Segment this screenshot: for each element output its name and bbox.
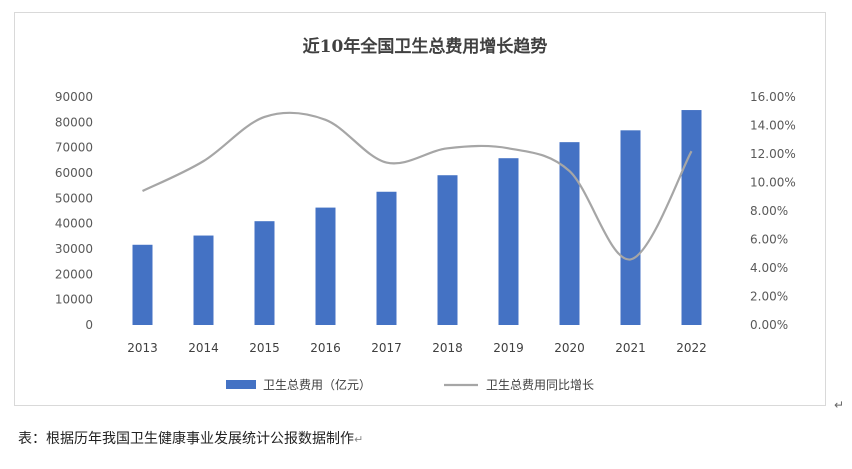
return-mark-caption: ↵ — [354, 433, 364, 446]
x-tick-label: 2021 — [615, 341, 646, 355]
bar — [559, 142, 580, 325]
left-tick-label: 80000 — [55, 115, 93, 129]
right-tick-label: 12.00% — [750, 147, 796, 161]
right-tick-label: 10.00% — [750, 176, 796, 190]
x-tick-label: 2015 — [249, 341, 280, 355]
right-tick-label: 4.00% — [750, 261, 788, 275]
left-tick-label: 50000 — [55, 191, 93, 205]
left-axis: 0 10000 20000 30000 40000 50000 60000 70000 8000… — [55, 90, 93, 332]
x-tick-label: 2020 — [554, 341, 585, 355]
x-tick-label: 2017 — [371, 341, 402, 355]
right-tick-label: 2.00% — [750, 290, 788, 304]
bar — [193, 235, 214, 325]
left-tick-label: 10000 — [55, 293, 93, 307]
right-tick-label: 8.00% — [750, 204, 788, 218]
bar — [620, 130, 641, 325]
legend-bar-swatch — [226, 380, 256, 389]
return-mark-frame: ↵ — [834, 398, 845, 412]
bar — [132, 244, 153, 325]
bar — [437, 175, 458, 325]
legend: 卫生总费用（亿元） 卫生总费用同比增长 — [226, 377, 594, 392]
x-tick-label: 2016 — [310, 341, 341, 355]
bar — [254, 221, 275, 325]
right-tick-label: 16.00% — [750, 90, 796, 104]
growth-line — [142, 111, 693, 261]
chart-title: 近10年全国卫生总费用增长趋势 — [303, 36, 548, 57]
line-series — [142, 111, 693, 261]
x-tick-label: 2022 — [676, 341, 707, 355]
right-tick-label: 14.00% — [750, 119, 796, 133]
right-tick-label: 6.00% — [750, 233, 788, 247]
left-tick-label: 0 — [85, 318, 93, 332]
bar — [315, 207, 336, 325]
bar-series — [132, 110, 702, 326]
left-tick-label: 40000 — [55, 217, 93, 231]
bar — [376, 191, 397, 325]
legend-bar-label: 卫生总费用（亿元） — [263, 377, 371, 392]
x-tick-label: 2018 — [432, 341, 463, 355]
left-tick-label: 90000 — [55, 90, 93, 104]
x-tick-label: 2014 — [188, 341, 219, 355]
x-tick-label: 2019 — [493, 341, 524, 355]
left-tick-label: 20000 — [55, 267, 93, 281]
caption: 表：根据历年我国卫生健康事业发展统计公报数据制作↵ — [18, 428, 363, 448]
legend-line-label: 卫生总费用同比增长 — [486, 378, 594, 392]
bar — [681, 110, 702, 326]
x-tick-label: 2013 — [127, 341, 158, 355]
right-axis: 0.00% 2.00% 4.00% 6.00% 8.00% 10.00% 12.00% 14.… — [750, 90, 796, 332]
left-tick-label: 70000 — [55, 141, 93, 155]
right-tick-label: 0.00% — [750, 318, 788, 332]
left-tick-label: 60000 — [55, 166, 93, 180]
bar — [498, 158, 519, 325]
caption-text: 表：根据历年我国卫生健康事业发展统计公报数据制作 — [18, 431, 354, 447]
left-tick-label: 30000 — [55, 242, 93, 256]
x-axis: 2013 2014 2015 2016 2017 2018 2019 2020 2021 2022 — [127, 341, 707, 355]
